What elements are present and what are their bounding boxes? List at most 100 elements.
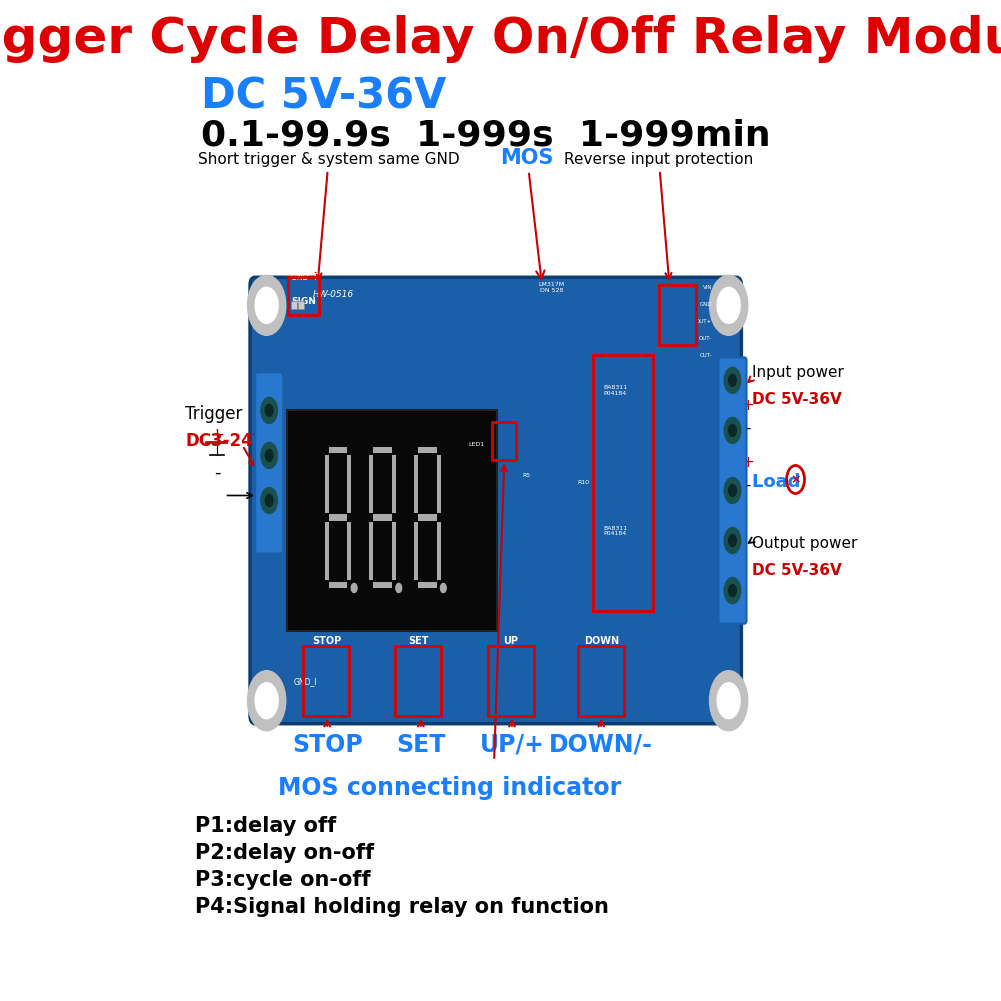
Bar [417, 515, 436, 521]
Text: SET: SET [396, 733, 445, 757]
Circle shape [710, 671, 748, 731]
Bar [324, 523, 328, 581]
Text: OUT+: OUT+ [696, 319, 712, 324]
Circle shape [247, 275, 285, 335]
Bar [291, 301, 296, 309]
Bar [373, 515, 392, 521]
Text: Trigger Cycle Delay On/Off Relay Module: Trigger Cycle Delay On/Off Relay Module [0, 15, 1001, 63]
Circle shape [351, 584, 357, 593]
Bar [436, 454, 440, 513]
Bar [492, 422, 517, 460]
Text: +: + [209, 426, 224, 444]
Circle shape [265, 404, 273, 416]
Circle shape [255, 287, 278, 323]
Text: -: - [745, 421, 751, 435]
Circle shape [261, 397, 277, 423]
Bar [369, 454, 373, 513]
Bar [328, 447, 347, 453]
Text: Reverse input protection: Reverse input protection [565, 152, 754, 279]
Text: GND_I: GND_I [293, 677, 317, 686]
Text: MOS connecting indicator: MOS connecting indicator [278, 776, 622, 800]
FancyBboxPatch shape [250, 277, 742, 724]
Text: 0.1-99.9s  1-999s  1-999min: 0.1-99.9s 1-999s 1-999min [201, 118, 771, 152]
Circle shape [265, 494, 273, 507]
Text: +: + [742, 455, 754, 469]
Text: ×: × [791, 473, 801, 485]
Text: BA8311
P04184: BA8311 P04184 [604, 385, 628, 396]
Bar [347, 454, 351, 513]
Circle shape [255, 683, 278, 719]
Bar [413, 454, 417, 513]
Bar [392, 523, 396, 581]
Text: BA8311
P04184: BA8311 P04184 [604, 526, 628, 537]
Circle shape [729, 484, 737, 496]
Text: Short trigger & system same GND: Short trigger & system same GND [198, 152, 459, 279]
Text: LED1: LED1 [468, 442, 484, 447]
Circle shape [395, 584, 401, 593]
Text: DC 5V-36V: DC 5V-36V [752, 563, 842, 578]
Bar [417, 582, 436, 588]
Bar [394, 646, 440, 716]
Bar [324, 454, 328, 513]
Text: -: - [745, 478, 751, 492]
Bar [373, 447, 392, 453]
Circle shape [247, 671, 285, 731]
Text: OUT-: OUT- [699, 336, 712, 341]
Bar [659, 285, 696, 345]
Text: SIGN: SIGN [291, 297, 316, 306]
Bar [593, 355, 654, 611]
Text: SET: SET [408, 636, 428, 646]
FancyBboxPatch shape [255, 372, 283, 554]
Text: Load: Load [752, 473, 807, 491]
Text: Output power: Output power [752, 536, 858, 551]
Bar [288, 277, 319, 315]
Bar [487, 646, 534, 716]
Circle shape [710, 275, 748, 335]
Text: STOP: STOP [291, 733, 362, 757]
Bar [579, 646, 625, 716]
Circle shape [729, 585, 737, 597]
FancyBboxPatch shape [719, 357, 747, 624]
Text: UP/+: UP/+ [479, 733, 545, 757]
Text: CUT-: CUT- [700, 353, 712, 358]
Circle shape [729, 535, 737, 547]
Text: R10: R10 [577, 480, 589, 485]
Text: LM317M
DN 528: LM317M DN 528 [539, 282, 565, 293]
Circle shape [724, 477, 741, 504]
Text: Trigger: Trigger [185, 405, 242, 423]
Circle shape [265, 449, 273, 461]
Text: GND: GND [700, 302, 712, 307]
Text: DOWN/-: DOWN/- [550, 733, 653, 757]
Circle shape [724, 578, 741, 604]
Bar [392, 454, 396, 513]
Bar [328, 582, 347, 588]
Text: UP: UP [504, 636, 519, 646]
Text: R5: R5 [523, 473, 531, 478]
Circle shape [440, 584, 446, 593]
Circle shape [724, 367, 741, 393]
Circle shape [729, 424, 737, 436]
Bar [417, 447, 436, 453]
Bar [298, 301, 303, 309]
Circle shape [729, 374, 737, 386]
Text: +: + [742, 398, 754, 412]
Bar [303, 646, 348, 716]
Text: STOP: STOP [312, 636, 341, 646]
Bar [413, 523, 417, 581]
Bar [373, 582, 392, 588]
Text: MOS: MOS [500, 148, 554, 279]
Text: DC 5V-36V: DC 5V-36V [752, 392, 842, 407]
Circle shape [724, 528, 741, 554]
Text: DC3-24V: DC3-24V [185, 432, 265, 450]
Text: DOWN: DOWN [584, 636, 619, 646]
Circle shape [717, 683, 740, 719]
Circle shape [261, 442, 277, 468]
Text: P1:delay off
P2:delay on-off
P3:cycle on-off
P4:Signal holding relay on function: P1:delay off P2:delay on-off P3:cycle on… [194, 816, 609, 917]
Text: DC 5V-36V: DC 5V-36V [201, 75, 446, 117]
Bar [369, 523, 373, 581]
Bar [328, 515, 347, 521]
Circle shape [724, 417, 741, 443]
Text: HW-0516: HW-0516 [312, 290, 353, 299]
Bar [347, 523, 351, 581]
Circle shape [717, 287, 740, 323]
